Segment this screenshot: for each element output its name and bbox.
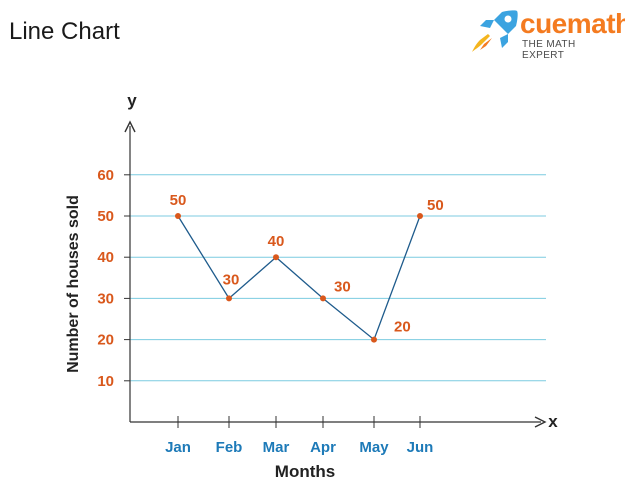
y-tick-label: 20 [97,332,114,349]
x-tick-label: Feb [216,439,243,456]
x-tick-label: Apr [310,439,336,456]
rocket-icon [472,10,518,52]
data-point [226,295,232,302]
x-tick-label: Mar [263,439,290,456]
page-title: Line Chart [9,18,120,45]
data-point [175,213,181,219]
data-label: 30 [334,278,351,295]
series-line [177,215,421,341]
x-axis-letter: x [548,412,558,431]
x-tick-label: May [359,439,389,456]
x-tick-label: Jun [407,439,434,456]
brand-tagline: THE MATH EXPERT [522,39,576,61]
data-label: 30 [223,271,240,288]
y-tick-label: 30 [97,290,114,307]
brand-name: cuemath [520,8,625,39]
y-tick-label: 50 [97,208,114,225]
x-axis-arrow [534,416,547,428]
data-point [417,213,423,219]
x-axis-title: Months [275,462,335,481]
y-tick-label: 10 [97,373,114,390]
y-axis-letter: y [127,91,137,110]
y-axis-title: Number of houses sold [65,195,82,373]
data-label: 50 [170,192,187,209]
data-label: 20 [394,319,411,336]
y-tick-label: 40 [97,249,114,266]
data-point [371,336,377,343]
x-tick-label: Jan [165,439,191,456]
data-point [273,254,279,261]
data-label: 40 [268,233,285,250]
data-label: 50 [427,197,444,214]
y-tick-label: 60 [97,167,114,184]
y-axis-arrow [124,120,136,133]
cuemath-logo: cuemath THE MATH EXPERT [468,6,625,61]
data-point [320,295,326,302]
